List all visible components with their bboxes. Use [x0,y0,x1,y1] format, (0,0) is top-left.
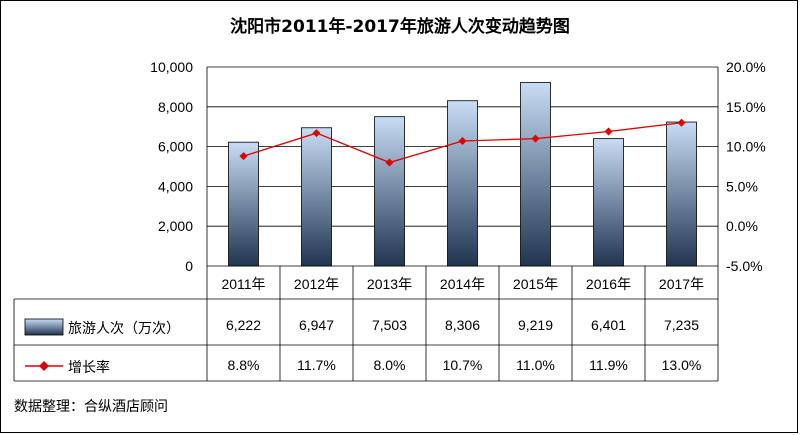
left-tick-label: 10,000 [150,59,193,75]
left-tick-label: 2,000 [158,218,193,234]
growth-marker [385,158,394,167]
right-tick-label: 5.0% [726,178,758,194]
category-label: 2013年 [367,276,412,292]
growth-value-cell: 10.7% [443,357,483,373]
bar-value-cell: 7,235 [664,317,699,333]
source-note: 数据整理：合纵酒店顾问 [14,399,168,415]
growth-value-cell: 11.7% [297,357,336,373]
growth-value-cell: 11.9% [589,357,628,373]
category-label: 2012年 [294,276,339,292]
bar [447,100,478,267]
bar [374,116,405,267]
left-tick-label: 4,000 [158,178,193,194]
growth-marker [677,118,686,127]
bar-value-cell: 9,219 [518,317,553,333]
chart-title: 沈阳市2011年-2017年旅游人次变动趋势图 [230,16,570,37]
right-axis-ticks: -5.0% 0.0% 5.0% 10.0% 15.0% 20.0% [726,59,766,274]
bar-value-cell: 6,947 [299,317,334,333]
legend-bar-label: 旅游人次（万次） [68,321,180,337]
bar-value-cell: 8,306 [445,317,480,333]
right-tick-label: 0.0% [726,218,758,234]
left-axis-ticks: 0 2,000 4,000 6,000 8,000 10,000 [150,59,193,274]
legend-bar-swatch [24,318,64,336]
growth-value-cell: 8.8% [228,357,260,373]
category-label: 2016年 [586,276,631,292]
left-tick-label: 6,000 [158,139,193,155]
category-label: 2017年 [659,276,704,292]
growth-marker [604,127,613,136]
legend-line-entry: 增长率 [25,359,110,376]
growth-marker [239,152,248,161]
right-tick-label: 15.0% [726,99,766,115]
legend-line-label: 增长率 [68,359,110,376]
left-tick-label: 8,000 [158,99,193,115]
bar [301,127,332,267]
growth-value-cell: 8.0% [374,357,406,373]
right-tick-label: 10.0% [726,139,766,155]
growth-marker [312,129,321,138]
bar [228,141,259,267]
growth-marker [531,134,540,143]
growth-value-cell: 13.0% [662,357,702,373]
growth-value-cell: 11.0% [516,357,555,373]
legend-bar-entry: 旅游人次（万次） [24,318,180,337]
right-tick-label: -5.0% [726,258,763,274]
bar [593,138,624,267]
category-label: 2015年 [513,276,558,292]
bar [520,82,551,267]
growth-marker [458,137,467,146]
bar-value-cell: 6,401 [591,317,626,333]
category-label: 2014年 [440,276,485,292]
left-tick-label: 0 [185,258,193,274]
right-tick-label: 20.0% [726,59,766,75]
growth-line [239,118,686,167]
data-table: 2011年 2012年 2013年 2014年 2015年 2016年 2017年 6,222… [13,266,719,382]
bar-value-cell: 7,503 [372,317,407,333]
category-label: 2011年 [221,276,265,292]
legend-line-marker [39,361,49,371]
bar-value-cell: 6,222 [226,317,261,333]
bar [666,121,697,267]
bars [228,82,697,267]
